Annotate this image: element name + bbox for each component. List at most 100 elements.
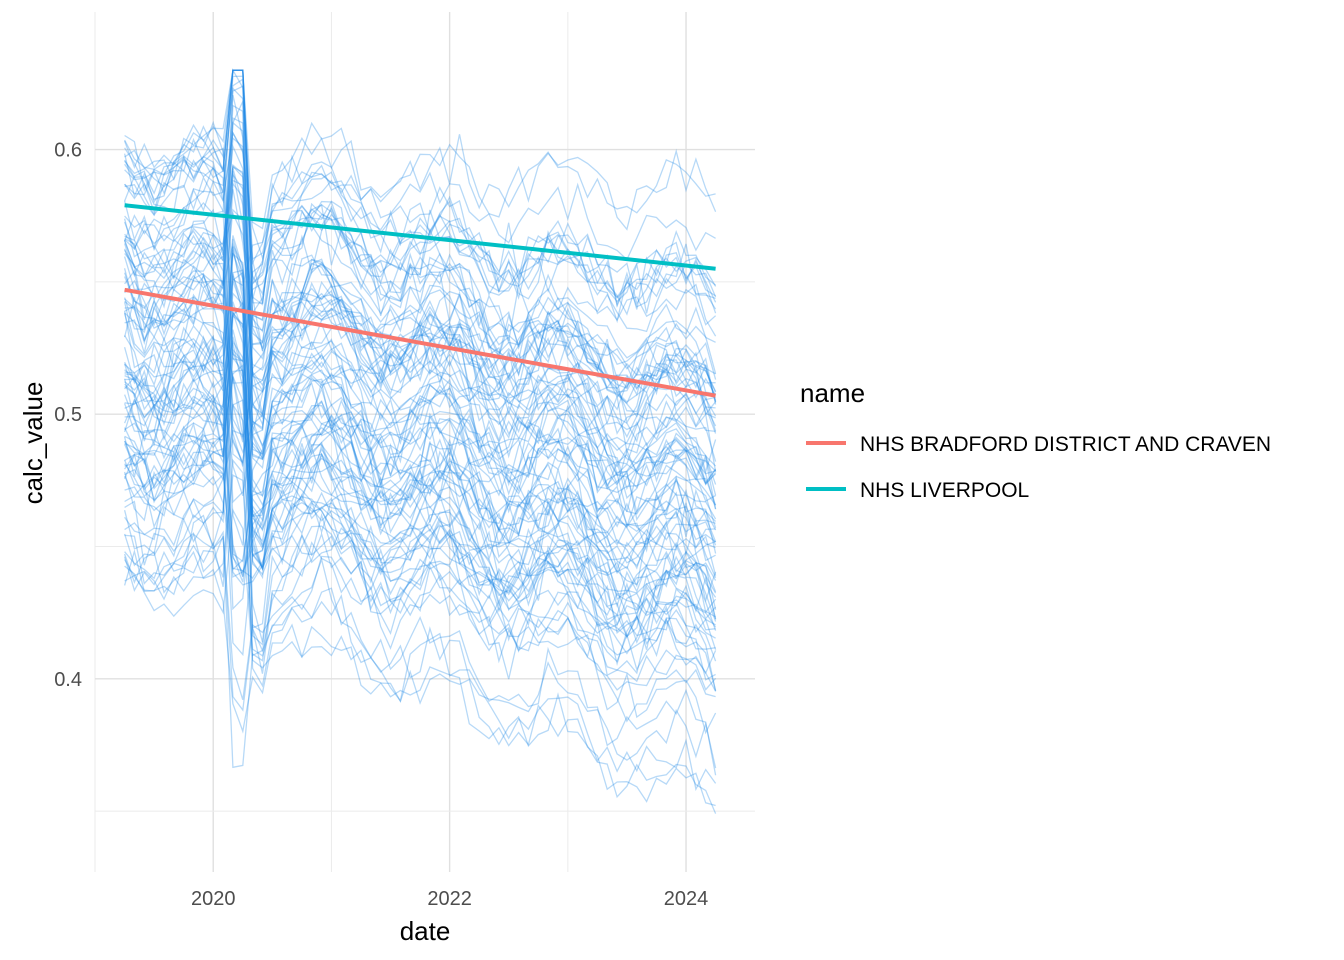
background-series-line: [124, 421, 717, 657]
y-axis-title: calc_value: [18, 382, 48, 505]
background-series-line: [123, 164, 717, 491]
background-series-line: [124, 69, 717, 266]
background-series-line: [123, 117, 717, 377]
background-series-line: [124, 314, 716, 570]
background-series-line: [123, 68, 716, 375]
background-series-line: [123, 301, 717, 646]
background-series-line: [123, 339, 716, 478]
background-series-line: [123, 302, 716, 577]
background-series-line: [124, 402, 717, 769]
background-series-line: [124, 104, 716, 434]
background-series-line: [123, 246, 717, 576]
background-series-line: [123, 189, 717, 403]
background-series-line: [123, 329, 717, 513]
background-series-line: [124, 280, 716, 580]
background-series-line: [123, 348, 717, 620]
background-series-lines: [123, 68, 717, 814]
background-series-line: [124, 131, 717, 416]
background-series-line: [124, 69, 717, 326]
background-series-line: [124, 475, 717, 620]
background-series-line: [124, 568, 716, 807]
background-series-line: [123, 369, 717, 547]
background-series-line: [123, 236, 717, 510]
background-series-line: [124, 75, 716, 425]
background-series-line: [123, 221, 717, 496]
background-series-line: [123, 451, 717, 662]
background-series-line: [123, 296, 717, 554]
background-series-line: [124, 163, 717, 487]
background-series-line: [123, 179, 717, 485]
background-series-line: [124, 242, 716, 439]
background-series-line: [123, 376, 717, 735]
legend-label-liverpool: NHS LIVERPOOL: [860, 479, 1029, 502]
background-series-line: [124, 164, 717, 329]
background-series-line: [124, 474, 717, 792]
background-series-line: [124, 351, 716, 723]
background-series-line: [124, 238, 717, 553]
background-series-line: [124, 252, 716, 543]
background-series-line: [123, 380, 717, 588]
background-series-line: [123, 274, 717, 466]
legend-label-bradford: NHS BRADFORD DISTRICT AND CRAVEN: [860, 433, 1271, 456]
y-tick-label: 0.4: [54, 669, 82, 691]
background-series-line: [124, 343, 717, 497]
background-series-line: [124, 120, 717, 306]
background-series-line: [124, 376, 716, 634]
background-series-line: [124, 181, 717, 622]
background-series-line: [124, 508, 717, 814]
background-series-line: [124, 171, 717, 415]
background-series-line: [124, 273, 716, 681]
background-series-line: [124, 235, 716, 427]
background-series-line: [124, 252, 717, 640]
highlighted-series-lines: [124, 203, 716, 398]
background-series-line: [123, 514, 717, 769]
background-series-line: [124, 275, 716, 650]
background-series-line: [124, 362, 717, 598]
background-series-line: [124, 78, 716, 409]
background-series-line: [124, 211, 717, 462]
background-series-line: [124, 94, 717, 333]
background-series-line: [124, 307, 717, 529]
background-series-line: [124, 166, 717, 434]
x-axis-title: date: [400, 916, 451, 946]
background-series-line: [124, 311, 717, 594]
background-series-line: [124, 69, 716, 308]
background-series-line: [124, 69, 717, 314]
background-series-line: [123, 153, 717, 405]
background-series-line: [124, 85, 717, 420]
background-series-line: [124, 460, 716, 639]
background-series-line: [124, 300, 717, 546]
background-series-line: [123, 136, 717, 529]
background-series-line: [124, 249, 717, 470]
background-series-line: [124, 312, 716, 550]
background-series-line: [124, 69, 717, 314]
background-series-line: [124, 69, 717, 403]
legend-title: name: [800, 378, 865, 408]
background-series-line: [123, 458, 717, 776]
background-series-line: [124, 383, 716, 638]
legend: name NHS BRADFORD DISTRICT AND CRAVEN NH…: [800, 378, 1271, 502]
background-series-line: [124, 271, 717, 593]
background-series-line: [124, 336, 717, 532]
background-series-line: [123, 143, 717, 401]
background-series-line: [124, 458, 717, 650]
axis-tick-labels: 2020 2022 2024 0.4 0.5 0.6: [54, 140, 708, 910]
background-series-line: [124, 361, 717, 611]
x-tick-label: 2022: [427, 888, 472, 910]
background-series-line: [123, 190, 716, 441]
background-series-line: [124, 130, 717, 324]
background-series-line: [123, 101, 717, 393]
background-series-line: [123, 247, 716, 562]
series-line-bradford: [124, 287, 716, 398]
background-series-line: [124, 356, 717, 558]
x-tick-label: 2020: [191, 888, 236, 910]
background-series-line: [123, 172, 717, 531]
background-series-line: [124, 399, 717, 691]
background-series-line: [124, 121, 717, 490]
y-tick-label: 0.5: [54, 404, 82, 426]
background-series-line: [123, 229, 717, 468]
background-series-line: [123, 393, 717, 571]
background-series-line: [124, 437, 717, 610]
background-series-line: [124, 291, 716, 503]
